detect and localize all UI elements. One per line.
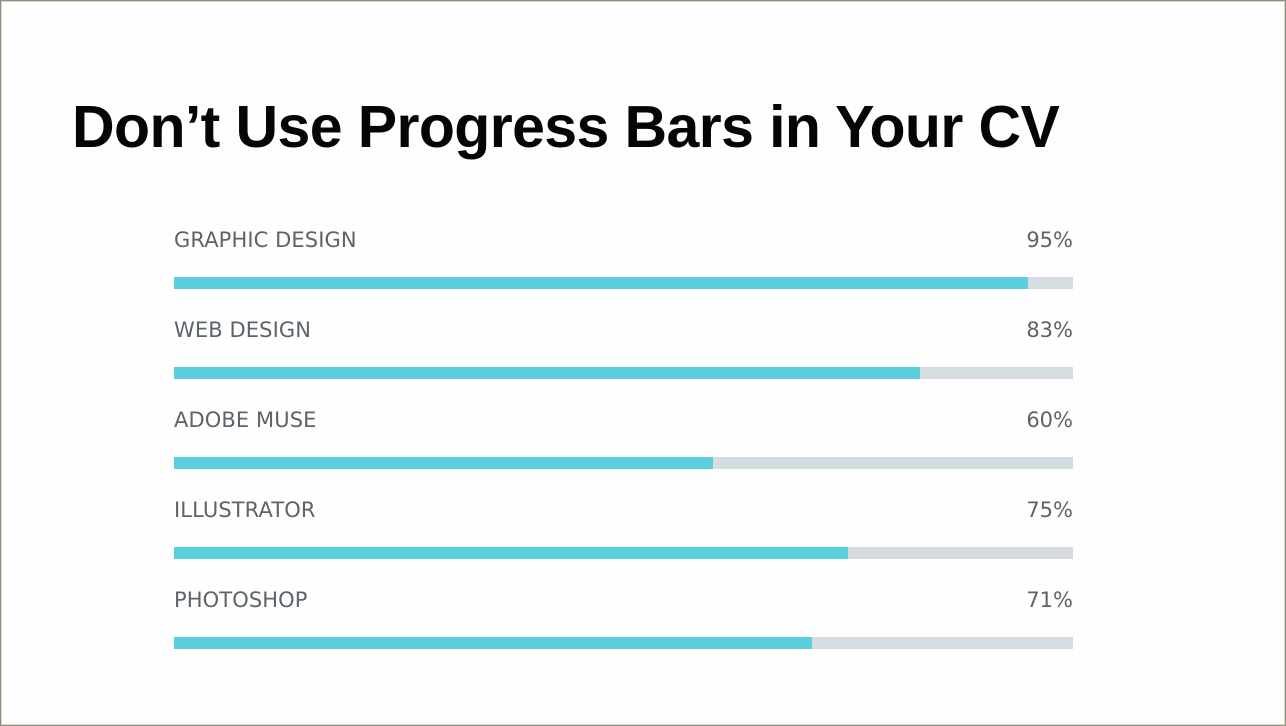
skill-label: GRAPHIC DESIGN [174, 228, 357, 252]
progress-track [174, 367, 1073, 379]
skill-label: ADOBE MUSE [174, 408, 317, 432]
skill-row: GRAPHIC DESIGN 95% [174, 222, 1073, 294]
skill-row: PHOTOSHOP 71% [174, 582, 1073, 654]
skill-percent-label: 95% [1026, 228, 1073, 252]
skill-percent-label: 75% [1026, 498, 1073, 522]
skill-percent-label: 71% [1026, 588, 1073, 612]
skill-label: PHOTOSHOP [174, 588, 308, 612]
skill-percent-label: 60% [1026, 408, 1073, 432]
headline: Don’t Use Progress Bars in Your CV [72, 94, 1060, 160]
progress-fill [174, 367, 920, 379]
skill-percent-label: 83% [1026, 318, 1073, 342]
progress-track [174, 637, 1073, 649]
progress-fill [174, 637, 812, 649]
progress-track [174, 277, 1073, 289]
skill-label: WEB DESIGN [174, 318, 312, 342]
progress-fill [174, 457, 713, 469]
skill-row: WEB DESIGN 83% [174, 312, 1073, 384]
progress-fill [174, 277, 1028, 289]
skill-label: ILLUSTRATOR [174, 498, 316, 522]
progress-track [174, 547, 1073, 559]
skill-row: ILLUSTRATOR 75% [174, 492, 1073, 564]
progress-track [174, 457, 1073, 469]
progress-fill [174, 547, 848, 559]
skill-row: ADOBE MUSE 60% [174, 402, 1073, 474]
